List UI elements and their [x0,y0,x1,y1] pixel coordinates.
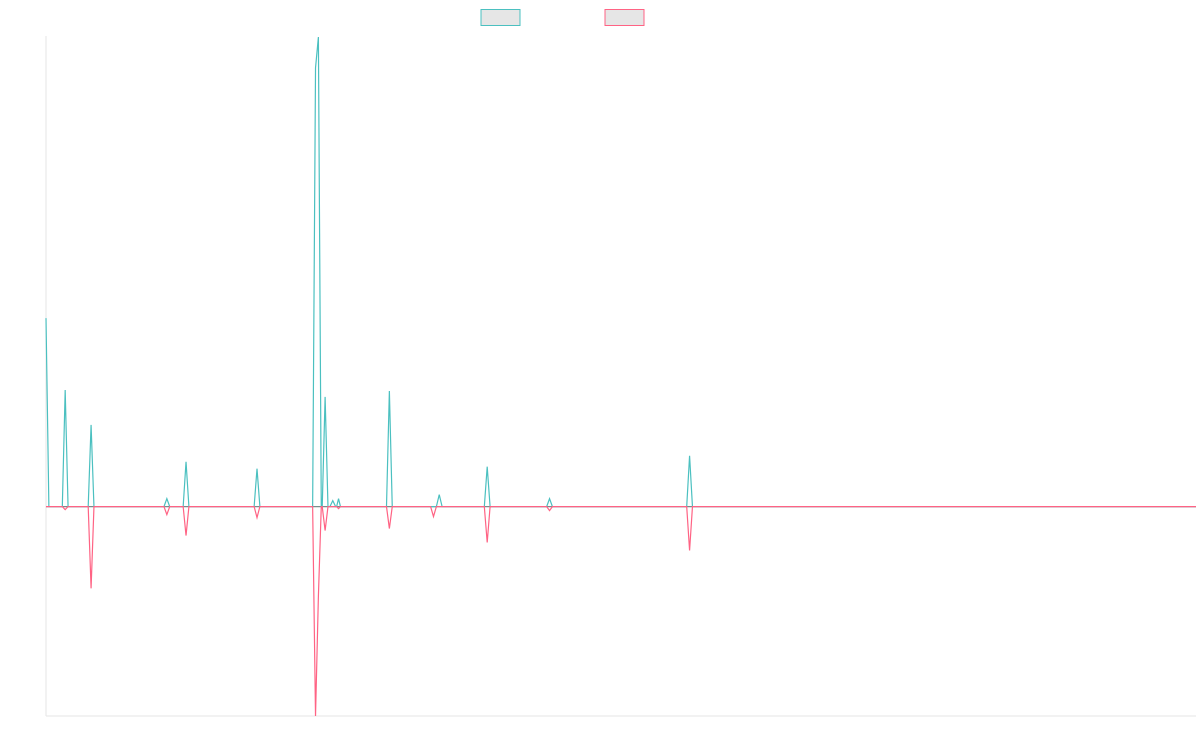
series-line-2 [46,506,1196,717]
legend-swatch-2 [604,9,645,26]
axes [45,36,1196,717]
legend [480,9,645,26]
legend-swatch-1 [480,9,521,26]
series-line-1 [45,36,1196,508]
series-layer [45,36,1196,717]
